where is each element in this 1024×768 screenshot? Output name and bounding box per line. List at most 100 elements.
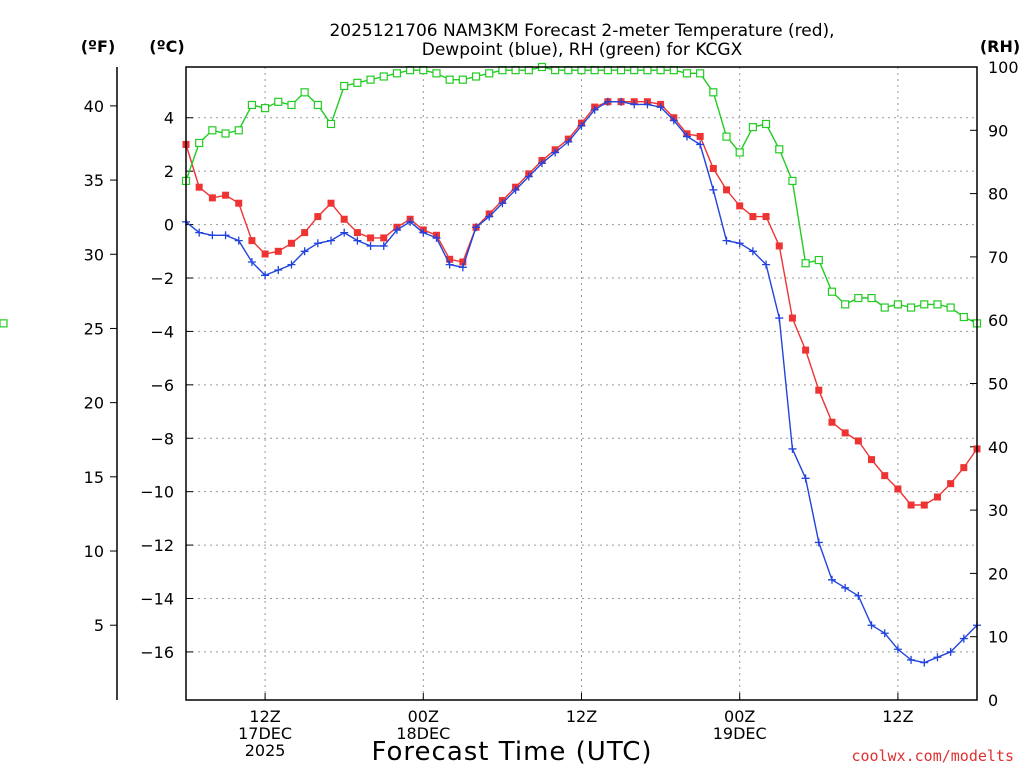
rh-tick-label: 100 [988, 58, 1019, 77]
rh-point [801, 259, 810, 268]
dewpoint-point [603, 97, 612, 106]
dewpoint-point [524, 172, 533, 181]
rh-tick-label: 20 [988, 564, 1008, 583]
celsius-tick-label: −8 [150, 429, 174, 448]
rh-point [221, 129, 230, 138]
temperature-point [696, 132, 704, 140]
celsius-tick-label: −16 [140, 643, 174, 662]
rh-point [709, 88, 718, 97]
temperature-point [775, 242, 783, 250]
dewpoint-point [406, 217, 415, 226]
celsius-tick-label: −4 [150, 322, 174, 341]
rh-point [261, 104, 270, 113]
dewpoint-point [867, 621, 876, 630]
rh-point [208, 126, 217, 135]
fahrenheit-tick-label: 5 [94, 616, 104, 635]
dewpoint-point [893, 645, 902, 654]
celsius-tick-label: 0 [164, 216, 174, 235]
rh-point [761, 119, 771, 129]
dewpoint-point [353, 236, 362, 245]
dewpoint-point [366, 241, 375, 250]
temperature-point [960, 464, 968, 472]
temperature-point [248, 237, 256, 245]
fahrenheit-tick-label: 15 [84, 468, 104, 487]
rh-point [920, 300, 929, 309]
rh-point [722, 132, 731, 141]
dewpoint-point [788, 444, 797, 453]
series-layer [0, 62, 982, 667]
temperature-point [195, 183, 203, 191]
rh-point [471, 72, 481, 81]
fahrenheit-tick-label: 30 [84, 245, 104, 264]
time-tick-label: 00Z [724, 707, 755, 726]
celsius-tick-label: −10 [140, 483, 174, 502]
rh-point [287, 100, 296, 110]
gridlines [186, 67, 977, 700]
dewpoint-point [801, 474, 810, 483]
rh-point [195, 138, 204, 148]
rh-point [274, 97, 283, 106]
dewpoint-point [511, 185, 520, 194]
rh-point [841, 300, 850, 309]
rh-tick-label: 40 [988, 438, 1008, 457]
dewpoint-point [379, 241, 388, 250]
temperature-point [920, 501, 928, 509]
rh-point [788, 176, 797, 186]
temperature-point [788, 314, 796, 322]
dewpoint-point [300, 247, 309, 256]
temperature-point [235, 199, 243, 207]
temperature-point [446, 255, 454, 263]
fahrenheit-tick-label: 10 [84, 542, 104, 561]
celsius-unit-label: (ºC) [149, 37, 184, 56]
temperature-point [459, 258, 467, 266]
rh-unit-label: (RH) [980, 37, 1020, 56]
chart-title-line-2: Dewpoint (blue), RH (green) for KCGX [422, 40, 743, 60]
rh-point [814, 255, 823, 265]
dewpoint-point [617, 97, 626, 106]
rh-point [432, 69, 441, 78]
time-tick-label: 12Z [566, 707, 597, 726]
fahrenheit-tick-label: 35 [84, 171, 104, 190]
rh-point [682, 69, 692, 78]
dewpoint-point [327, 236, 336, 245]
dewpoint-point [827, 575, 836, 584]
rh-tick-label: 50 [988, 375, 1008, 394]
rh-point [445, 75, 454, 84]
rh-tick-label: 90 [988, 121, 1008, 140]
rh-point [458, 75, 467, 84]
time-tick-label: 12Z [882, 707, 913, 726]
rh-point [959, 312, 968, 322]
celsius-axis: 4 2 0 −2 −4 −6 −8 −10 −12 −14 −16 [140, 109, 193, 662]
dewpoint-point [696, 140, 705, 149]
rh-point [775, 145, 784, 154]
temperature-point [287, 239, 295, 247]
temperature-point [907, 501, 915, 509]
temperature-line [185, 100, 978, 506]
dewpoint-point [472, 223, 481, 232]
rh-tick-label: 80 [988, 185, 1008, 204]
dewpoint-point [709, 185, 718, 194]
dewpoint-point [959, 634, 968, 643]
rh-point [906, 303, 916, 312]
chart-title-line-1: 2025121706 NAM3KM Forecast 2-meter Tempe… [329, 21, 834, 41]
temperature-point [762, 213, 770, 221]
rh-point [300, 88, 309, 97]
rh-markers [0, 62, 982, 328]
temperature-point [868, 456, 876, 464]
dewpoint-point [933, 653, 942, 662]
rh-point [0, 319, 8, 328]
rh-point [735, 148, 744, 157]
fahrenheit-tick-label: 20 [84, 394, 104, 413]
dewpoint-point [722, 236, 731, 245]
dewpoint-point [669, 116, 678, 125]
temperature-point [709, 164, 717, 172]
dewpoint-point [630, 100, 639, 109]
dewpoint-point [313, 239, 322, 248]
rh-point [340, 81, 349, 91]
rh-point [893, 300, 903, 309]
dewpoint-point [274, 265, 283, 274]
dewpoint-point [458, 263, 467, 272]
rh-point [880, 303, 889, 312]
